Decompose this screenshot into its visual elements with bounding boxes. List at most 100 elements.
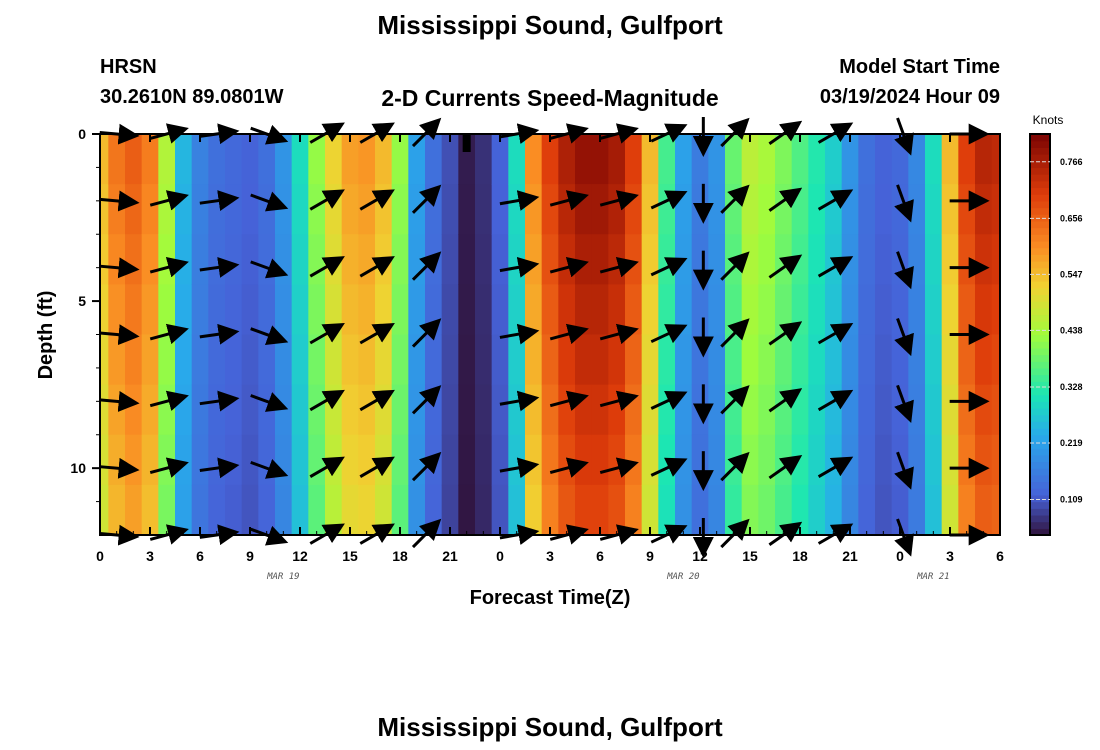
heat-cell <box>291 334 309 386</box>
heat-cell <box>658 334 676 386</box>
current-vector <box>817 189 854 211</box>
heat-cell <box>691 334 709 386</box>
heat-cell <box>108 434 126 486</box>
heat-cell <box>141 384 159 436</box>
heat-cell <box>758 434 776 486</box>
colorbar-cell <box>1030 287 1050 295</box>
current-vector <box>599 390 639 411</box>
colorbar-cell <box>1030 174 1050 182</box>
heat-cell <box>141 284 159 336</box>
heat-cell <box>241 184 259 235</box>
heat-cell <box>575 384 593 436</box>
x-tick-label: 6 <box>596 548 604 564</box>
heat-cell <box>375 384 393 436</box>
current-vector <box>99 391 140 412</box>
current-vector <box>411 451 442 482</box>
x-tick-label: 0 <box>496 548 504 564</box>
colorbar-label: 0.219 <box>1060 438 1083 448</box>
heat-cell <box>158 284 176 336</box>
heat-cell <box>358 234 376 285</box>
heat-cell <box>541 484 559 536</box>
heat-cell <box>225 184 243 235</box>
current-vector <box>309 256 345 278</box>
current-vector <box>549 457 589 478</box>
heat-cell <box>491 334 509 386</box>
current-vector <box>250 258 289 279</box>
heat-cell <box>108 134 126 185</box>
heat-cell <box>575 284 593 336</box>
heat-cell <box>841 384 859 436</box>
heat-cell <box>758 234 776 285</box>
heat-cell <box>525 334 543 386</box>
heat-cell <box>525 434 543 486</box>
colorbar-cell <box>1030 267 1050 275</box>
heat-cell <box>925 184 943 235</box>
current-vector <box>768 388 803 413</box>
heat-cell <box>991 284 1001 336</box>
colorbar-cell <box>1030 294 1050 302</box>
heat-cell <box>925 434 943 486</box>
current-vector <box>149 457 189 478</box>
heat-cell <box>808 484 826 536</box>
heat-cell <box>625 284 643 336</box>
heat-cell <box>891 284 909 336</box>
colorbar-cell <box>1030 481 1050 489</box>
heat-cell <box>100 384 109 436</box>
heat-cell <box>908 334 926 386</box>
heat-cell <box>758 484 776 536</box>
heat-cell <box>808 434 826 486</box>
current-vector <box>894 318 914 357</box>
heat-cell <box>325 284 343 336</box>
heat-cell <box>891 484 909 536</box>
colorbar-title: Knots <box>1033 113 1064 127</box>
heat-cell <box>575 234 593 285</box>
heat-cell <box>608 134 626 185</box>
heat-cell <box>608 184 626 235</box>
heat-cell <box>525 384 543 436</box>
heat-cell <box>875 384 893 436</box>
current-vector <box>650 324 688 344</box>
heat-cell <box>708 334 726 386</box>
colorbar-cell <box>1030 361 1050 369</box>
x-tick-label: 12 <box>292 548 308 564</box>
current-vector <box>250 191 289 212</box>
heat-cell <box>925 284 943 336</box>
heat-cell <box>425 134 443 185</box>
colorbar-cell <box>1030 474 1050 483</box>
colorbar-cell <box>1030 381 1050 389</box>
heat-cell <box>675 484 693 536</box>
heat-cell <box>858 184 876 235</box>
colorbar-cell <box>1030 341 1050 349</box>
heat-cell <box>541 284 559 336</box>
heat-cell <box>991 434 1001 486</box>
heat-cell <box>425 334 443 386</box>
x-tick-label: 21 <box>842 548 858 564</box>
heat-cell <box>858 334 876 386</box>
heat-cell <box>958 434 976 486</box>
colorbar-cell <box>1030 227 1050 235</box>
heat-cell <box>641 484 659 536</box>
heat-cell <box>191 334 209 386</box>
heat-cell <box>525 184 543 235</box>
heat-cell <box>925 384 943 436</box>
colorbar-label: 0.109 <box>1060 495 1083 505</box>
heat-cell <box>758 284 776 336</box>
current-vector <box>199 190 240 211</box>
colorbar-cell <box>1030 521 1050 529</box>
heat-cell <box>775 334 793 386</box>
heat-cell <box>258 284 276 336</box>
current-vector <box>149 257 189 278</box>
heat-cell <box>975 384 993 436</box>
heat-cell <box>658 284 676 336</box>
heat-cell <box>325 134 343 185</box>
heat-cell <box>875 234 893 285</box>
heat-cell <box>625 234 643 285</box>
heat-cell <box>441 134 459 185</box>
heat-cell <box>641 384 659 436</box>
heat-cell <box>625 434 643 486</box>
heat-cell <box>408 134 426 185</box>
heat-cell <box>725 134 743 185</box>
heat-cell <box>475 334 493 386</box>
heat-cell <box>141 484 159 536</box>
heat-cell <box>775 284 793 336</box>
